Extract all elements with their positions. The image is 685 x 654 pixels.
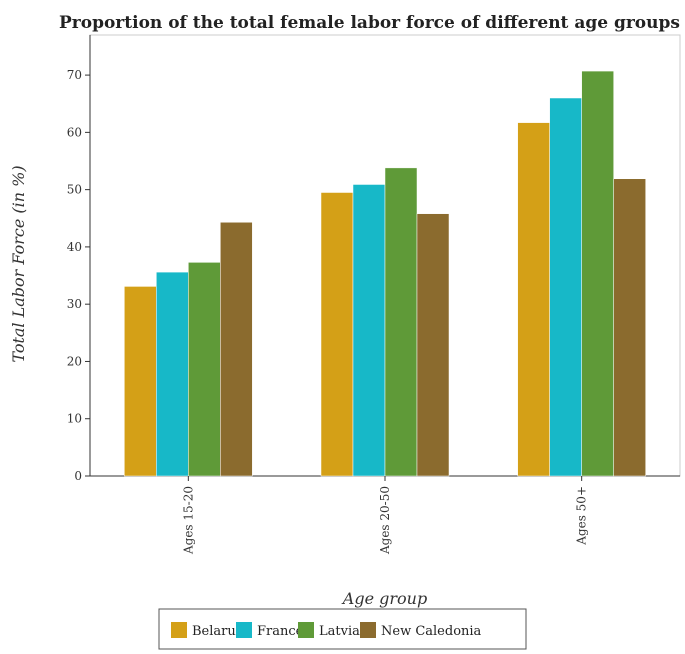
legend-swatch (171, 622, 187, 638)
y-tick-label: 70 (67, 68, 82, 82)
x-tick-label: Ages 20-50 (378, 486, 392, 555)
bar-france (352, 184, 386, 477)
bar-belarus (124, 286, 157, 477)
legend-box (158, 608, 527, 650)
y-tick-label: 10 (67, 412, 82, 426)
y-tick-label: 20 (67, 354, 82, 368)
x-axis-title: Age group (341, 589, 427, 608)
bar-belarus (517, 122, 550, 477)
y-tick-label: 50 (67, 183, 82, 197)
bar-france (156, 271, 189, 477)
legend-label: France (257, 624, 304, 639)
legend-label: New Caledonia (381, 624, 482, 639)
legend-swatch (298, 622, 314, 638)
bar-belarus (320, 192, 354, 477)
bar-latvia (384, 167, 418, 477)
plot-area: 0 10 20 30 40 50 60 70 Ages 15-20 Ages 20-50 Ages … (67, 34, 681, 555)
bar-new-caledonia (613, 178, 646, 477)
legend-swatch (360, 622, 376, 638)
y-tick-label: 60 (67, 125, 82, 139)
y-tick-label: 40 (67, 240, 82, 254)
legend-swatch (236, 622, 252, 638)
legend: Belarus France Latvia New Caledonia (158, 608, 527, 650)
x-tick-label: Ages 50+ (575, 486, 589, 546)
bar-new-caledonia (220, 222, 253, 477)
bar-latvia (581, 70, 614, 477)
bar-latvia (188, 262, 221, 477)
chart-title: Proportion of the total female labor for… (59, 13, 685, 33)
legend-label: Belarus (192, 624, 242, 639)
x-tick-label: Ages 15-20 (181, 486, 195, 555)
bar-new-caledonia (416, 213, 450, 477)
bar-france (549, 97, 582, 477)
y-tick-label: 30 (67, 297, 82, 311)
legend-label: Latvia (319, 624, 360, 639)
y-tick-label: 0 (74, 469, 82, 483)
y-axis-title: Total Labor Force (in %) (9, 165, 28, 362)
